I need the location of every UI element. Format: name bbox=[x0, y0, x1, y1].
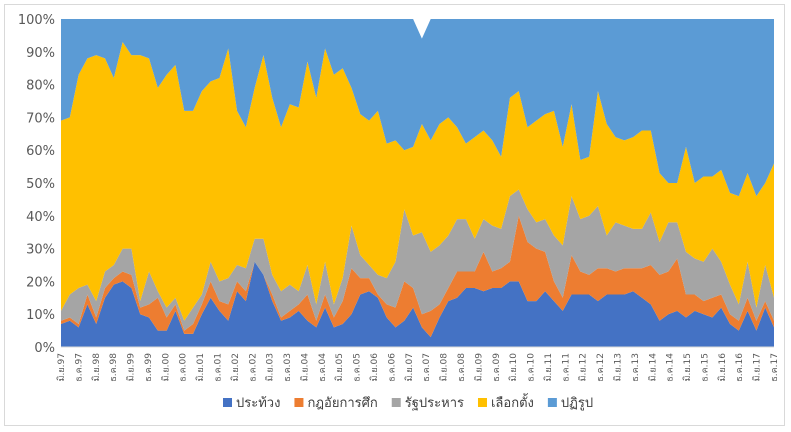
x-tick-label: ธ.ค.09 bbox=[492, 353, 502, 382]
plot-area bbox=[61, 19, 774, 347]
chart-frame: 0% 10% 20% 30% 40% 50% 60% 70% 80% 90% 100% มิ.ย.9… bbox=[4, 4, 785, 426]
y-tick-label: 80% bbox=[26, 79, 55, 94]
x-tick-label: ธ.ค.13 bbox=[631, 353, 641, 382]
legend-swatch-3 bbox=[477, 398, 487, 407]
x-tick-label: ธ.ค.05 bbox=[353, 353, 363, 382]
legend-label-2: รัฐประหาร bbox=[405, 396, 464, 411]
x-axis: มิ.ย.97 ธ.ค.97 มิ.ย.98 ธ.ค.98 มิ.ย.99 ธ.ค.99 ม… bbox=[56, 353, 780, 382]
x-tick-label: ธ.ค.98 bbox=[109, 353, 119, 382]
x-tick-label: มิ.ย.09 bbox=[473, 353, 484, 382]
legend-swatch-1 bbox=[294, 398, 304, 407]
x-tick-label: ธ.ค.10 bbox=[527, 353, 537, 382]
y-tick-label: 90% bbox=[26, 46, 55, 61]
x-tick-label: มิ.ย.01 bbox=[195, 353, 206, 381]
y-tick-label: 100% bbox=[18, 13, 55, 28]
x-tick-label: ธ.ค.11 bbox=[561, 353, 571, 382]
y-tick-label: 0% bbox=[34, 341, 55, 356]
x-tick-label: ธ.ค.15 bbox=[700, 353, 710, 382]
x-tick-label: ธ.ค.07 bbox=[422, 353, 432, 382]
x-tick-label: มิ.ย.97 bbox=[56, 353, 67, 381]
x-tick-label: มิ.ย.10 bbox=[508, 353, 519, 382]
area-series-4 bbox=[61, 19, 774, 197]
x-tick-label: มิ.ย.08 bbox=[439, 353, 450, 382]
x-tick-label: ธ.ค.14 bbox=[666, 353, 676, 382]
x-tick-label: มิ.ย.12 bbox=[578, 353, 589, 381]
x-tick-label: มิ.ย.00 bbox=[160, 353, 171, 382]
legend-label-3: เลือกตั้ง bbox=[491, 393, 534, 411]
y-tick-label: 10% bbox=[26, 308, 55, 323]
x-tick-label: มิ.ย.04 bbox=[300, 353, 311, 382]
legend-label-0: ประท้วง bbox=[236, 396, 280, 411]
x-tick-label: มิ.ย.14 bbox=[647, 353, 658, 382]
x-tick-label: ธ.ค.97 bbox=[74, 353, 84, 382]
x-tick-label: มิ.ย.02 bbox=[230, 353, 241, 381]
legend: ประท้วง กฎอัยการศึก รัฐประหาร เลือกตั้ง ปฏิร… bbox=[223, 393, 593, 411]
area-series-3 bbox=[61, 41, 774, 321]
x-tick-label: มิ.ย.98 bbox=[91, 353, 102, 382]
x-tick-label: ธ.ค.01 bbox=[214, 353, 224, 382]
legend-swatch-0 bbox=[223, 398, 232, 407]
x-tick-label: มิ.ย.11 bbox=[543, 353, 554, 381]
y-tick-label: 40% bbox=[26, 210, 55, 225]
y-axis: 0% 10% 20% 30% 40% 50% 60% 70% 80% 90% 100% bbox=[18, 13, 55, 356]
x-tick-label: ธ.ค.04 bbox=[318, 353, 328, 382]
x-tick-label: ธ.ค.03 bbox=[283, 353, 293, 382]
y-tick-label: 30% bbox=[26, 243, 55, 258]
y-tick-label: 60% bbox=[26, 144, 55, 159]
x-tick-label: ธ.ค.12 bbox=[596, 353, 606, 382]
legend-label-1: กฎอัยการศึก bbox=[307, 396, 377, 411]
x-tick-label: ธ.ค.99 bbox=[144, 353, 154, 382]
area-series-2 bbox=[61, 189, 774, 331]
x-tick-label: มิ.ย.16 bbox=[717, 353, 728, 382]
legend-swatch-2 bbox=[391, 398, 401, 407]
area-series-0 bbox=[61, 261, 774, 347]
legend-label-4: ปฏิรูป bbox=[561, 396, 593, 411]
x-tick-label: ธ.ค.02 bbox=[248, 353, 258, 382]
x-tick-label: ธ.ค.08 bbox=[457, 353, 467, 382]
y-tick-label: 50% bbox=[26, 177, 55, 192]
x-tick-label: มิ.ย.99 bbox=[126, 353, 137, 382]
area-series-1 bbox=[61, 215, 774, 338]
x-tick-label: มิ.ย.05 bbox=[334, 353, 345, 381]
y-tick-label: 20% bbox=[26, 275, 55, 290]
stacked-area-chart: 0% 10% 20% 30% 40% 50% 60% 70% 80% 90% 100% มิ.ย.9… bbox=[18, 13, 780, 411]
x-tick-label: มิ.ย.07 bbox=[404, 353, 415, 381]
x-tick-label: ธ.ค.16 bbox=[735, 353, 745, 382]
x-tick-label: มิ.ย.03 bbox=[265, 353, 276, 381]
x-tick-label: มิ.ย.13 bbox=[613, 353, 624, 381]
x-tick-label: มิ.ย.06 bbox=[369, 353, 380, 382]
y-tick-label: 70% bbox=[26, 111, 55, 126]
x-tick-label: ธ.ค.00 bbox=[179, 353, 189, 382]
x-tick-label: มิ.ย.15 bbox=[682, 353, 693, 381]
legend-swatch-4 bbox=[547, 398, 557, 407]
x-tick-label: มิ.ย.17 bbox=[752, 353, 763, 381]
x-tick-label: ธ.ค.06 bbox=[387, 353, 397, 382]
x-tick-label: ธ.ค.17 bbox=[770, 353, 780, 382]
